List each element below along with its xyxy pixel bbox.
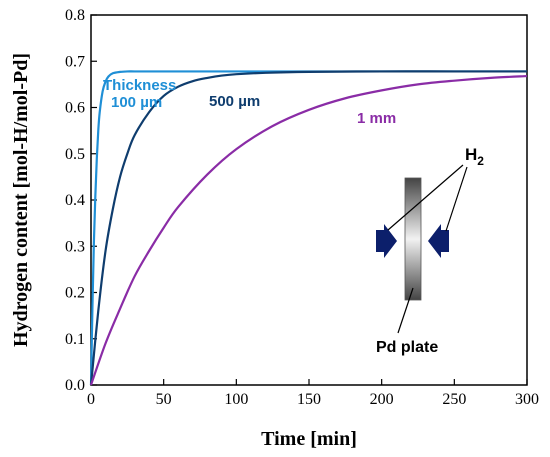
- plate-pointer: [397, 287, 414, 334]
- pd-plate: [404, 177, 422, 301]
- x-tick-label: 0: [87, 391, 95, 408]
- series-label-100um: 100 µm: [111, 94, 162, 111]
- left-arrow-icon: [376, 224, 397, 258]
- y-tick-label: 0.1: [65, 331, 85, 348]
- series-label-thickness: Thickness: [103, 77, 176, 94]
- y-tick-label: 0.6: [65, 100, 85, 117]
- series-line-1: [89, 70, 527, 386]
- x-tick-label: 100: [224, 391, 248, 408]
- h2-label: H2: [465, 145, 484, 168]
- x-tick-label: 200: [370, 391, 394, 408]
- y-tick-label: 0.2: [65, 285, 85, 302]
- y-axis-title: Hydrogen content [mol-H/mol-Pd]: [10, 53, 32, 347]
- y-tick-label: 0.8: [65, 7, 85, 24]
- tick-labels: 0 50 100 150 200 250 300 0.0 0.1 0.2 0.3 0.4 0.5 0.6 0…: [65, 7, 539, 408]
- x-tick-label: 300: [515, 391, 539, 408]
- y-tick-label: 0.4: [65, 192, 85, 209]
- series-label-500um: 500 µm: [209, 93, 260, 110]
- h2-pointer-right: [445, 166, 468, 232]
- x-tick-label: 50: [156, 391, 172, 408]
- x-tick-label: 150: [297, 391, 321, 408]
- y-tick-label: 0.5: [65, 146, 85, 163]
- pd-plate-label: Pd plate: [376, 339, 438, 356]
- series-line-2: [89, 74, 528, 386]
- pd-plate-inset: H2 Pd plate: [376, 145, 484, 356]
- x-tick-label: 250: [442, 391, 466, 408]
- y-tick-label: 0.7: [65, 53, 85, 70]
- h2-pointer-left: [387, 164, 464, 231]
- series-label-1mm: 1 mm: [357, 110, 396, 127]
- series-lines: [89, 70, 528, 386]
- y-tick-label: 0.3: [65, 238, 85, 255]
- y-tick-label: 0.0: [65, 377, 85, 394]
- right-arrow-icon: [428, 224, 449, 258]
- series-line-0: [89, 70, 527, 386]
- x-axis-title: Time [min]: [261, 428, 357, 450]
